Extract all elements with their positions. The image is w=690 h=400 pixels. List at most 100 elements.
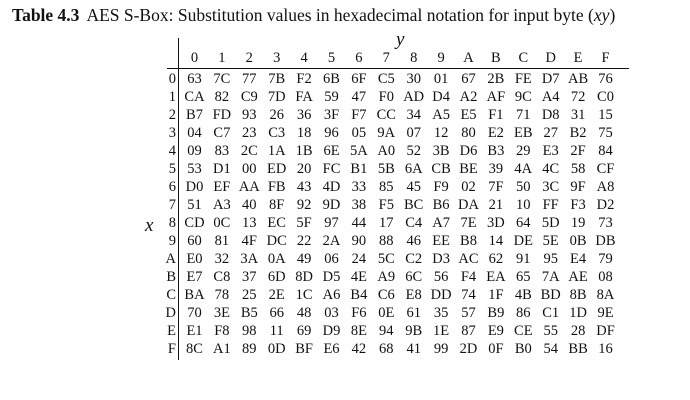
sbox-cell: 0D [267, 341, 286, 357]
sbox-cell: 96 [324, 125, 339, 141]
sbox-cell: A5 [432, 107, 450, 123]
sbox-cell: 9A [377, 125, 396, 141]
sbox-cell: 05 [351, 125, 367, 141]
sbox-cell: B7 [186, 107, 203, 123]
sbox-cell: B6 [432, 197, 450, 213]
sbox-cell: F2 [296, 71, 312, 87]
sbox-cell: C4 [405, 215, 423, 231]
sbox-cell: A3 [213, 197, 231, 213]
sbox-cell: E8 [405, 287, 422, 303]
column-header: 2 [245, 50, 253, 66]
sbox-cell: CE [514, 323, 533, 339]
sbox-cell: 12 [433, 125, 449, 141]
sbox-cell: 38 [351, 197, 367, 213]
sbox-cell: 7D [267, 89, 286, 105]
sbox-cell: 86 [516, 305, 531, 321]
sbox-cell: DE [513, 233, 533, 249]
sbox-cell: 0E [378, 305, 395, 321]
column-header: A [463, 50, 474, 66]
table-caption: Table 4.3 AES S-Box: Substitution values … [12, 3, 615, 27]
sbox-cell: 8C [186, 341, 203, 357]
sbox-cell: 1C [295, 287, 313, 303]
sbox-cell: E6 [323, 341, 340, 357]
sbox-cell: B1 [350, 161, 368, 177]
sbox-cell: EF [213, 179, 231, 195]
column-header: C [518, 50, 529, 66]
row-header: 0 [168, 71, 176, 87]
sbox-cell: 6B [323, 71, 340, 87]
column-header: 9 [437, 50, 445, 66]
sbox-cell: E4 [570, 251, 587, 267]
sbox-cell: 30 [406, 71, 421, 87]
sbox-cell: AE [568, 269, 588, 285]
sbox-cell: EA [486, 269, 506, 285]
sbox-cell: AA [238, 179, 260, 195]
sbox-cell: 44 [351, 215, 367, 231]
column-header: 1 [218, 50, 226, 66]
sbox-cell: 33 [351, 179, 367, 195]
sbox-cell: 5E [542, 233, 559, 249]
row-header: D [165, 305, 176, 321]
sbox-cell: 63 [187, 71, 202, 87]
sbox-cell: CB [431, 161, 451, 177]
sbox-cell: FC [322, 161, 341, 177]
sbox-cell: FB [267, 179, 286, 195]
sbox-cell: 41 [406, 341, 421, 357]
sbox-cell: 76 [598, 71, 613, 87]
sbox-cell: CF [596, 161, 615, 177]
sbox-cell: DF [596, 323, 615, 339]
sbox-cell: 2F [570, 143, 586, 159]
sbox-cell: 87 [461, 323, 476, 339]
sbox-cell: 5C [377, 251, 395, 267]
sbox-cell: BF [295, 341, 313, 357]
sbox-cell: 32 [214, 251, 230, 267]
sbox-cell: F7 [351, 107, 367, 123]
sbox-cell: CD [184, 215, 205, 231]
sbox-cell: E3 [542, 143, 559, 159]
sbox-cell: 22 [296, 233, 312, 249]
sbox-cell: 8F [269, 197, 285, 213]
column-header: 6 [355, 50, 363, 66]
sbox-cell: 7B [268, 71, 286, 87]
row-header: 3 [168, 125, 176, 141]
sbox-cell: 97 [324, 215, 339, 231]
sbox-cell: 94 [379, 323, 394, 339]
sbox-cell: 23 [242, 125, 257, 141]
sbox-cell: FF [542, 197, 559, 213]
sbox-cell: 68 [379, 341, 394, 357]
sbox-cell: DD [430, 287, 452, 303]
sbox-cell: 7C [213, 71, 231, 87]
sbox-cell: 66 [269, 305, 284, 321]
sbox-cell: 55 [543, 323, 558, 339]
sbox-cell: 24 [351, 251, 367, 267]
sbox-cell: 01 [433, 71, 449, 87]
sbox-cell: 75 [598, 125, 613, 141]
sbox-cell: 42 [351, 341, 367, 357]
sbox-cell: 11 [269, 323, 284, 339]
sbox-cell: 81 [214, 233, 230, 249]
column-header: 3 [273, 50, 281, 66]
row-header: 5 [168, 161, 176, 177]
column-header: 5 [327, 50, 336, 66]
sbox-cell: 9D [322, 197, 341, 213]
sbox-cell: EB [514, 125, 533, 141]
sbox-cell: 9B [405, 323, 423, 339]
sbox-cell: 82 [214, 89, 230, 105]
sbox-cell: 8A [596, 287, 615, 303]
sbox-cell: A2 [459, 89, 478, 105]
sbox-cell: 13 [242, 215, 257, 231]
sbox-cell: F9 [433, 179, 449, 195]
row-header: A [165, 251, 176, 267]
sbox-cell: 6D [267, 269, 286, 285]
sbox-cell: B3 [487, 143, 505, 159]
sbox-cell: E7 [186, 269, 203, 285]
sbox-cell: 2B [487, 71, 505, 87]
sbox-cell: B4 [350, 287, 368, 303]
sbox-cell: 89 [242, 341, 257, 357]
sbox-cell: C7 [213, 125, 231, 141]
sbox-cell: 71 [516, 107, 531, 123]
sbox-cell: 07 [406, 125, 421, 141]
row-label-rule [178, 38, 179, 360]
sbox-cell: F4 [460, 269, 477, 285]
sbox-cell: 37 [242, 269, 257, 285]
